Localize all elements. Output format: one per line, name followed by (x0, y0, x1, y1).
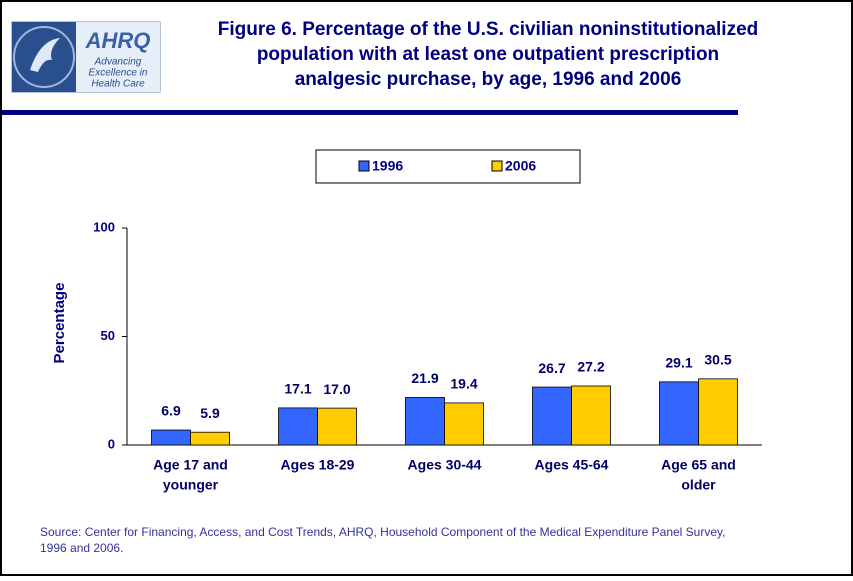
bar (190, 431, 230, 446)
source-note: Source: Center for Financing, Access, an… (40, 525, 725, 539)
logo-text-bg (76, 22, 160, 92)
x-tick-label: older (681, 477, 716, 493)
x-tick-label: Ages 18-29 (281, 457, 355, 473)
legend-swatch (358, 160, 370, 172)
logo-name: AHRQ (85, 28, 151, 53)
bar (405, 397, 445, 446)
bar (444, 402, 484, 446)
y-tick-label: 50 (101, 328, 115, 343)
value-label: 21.9 (411, 370, 438, 386)
x-tick-label: Ages 30-44 (408, 457, 482, 473)
value-label: 30.5 (704, 352, 731, 368)
bar (571, 385, 611, 446)
value-label: 6.9 (161, 403, 181, 419)
x-tick-label: younger (163, 477, 219, 493)
bar (317, 407, 357, 446)
x-tick-label: Ages 45-64 (535, 457, 609, 473)
bar (278, 407, 318, 446)
value-label: 19.4 (450, 376, 477, 392)
legend-label: 2006 (505, 158, 536, 174)
value-label: 29.1 (665, 355, 692, 371)
bar (532, 386, 572, 446)
chart-title: analgesic purchase, by age, 1996 and 200… (295, 69, 682, 90)
value-label: 5.9 (200, 405, 220, 421)
chart-title: Figure 6. Percentage of the U.S. civilia… (218, 19, 759, 40)
x-tick-label: Age 17 and (153, 457, 228, 473)
x-tick-label: Age 65 and (661, 457, 736, 473)
y-tick-label: 0 (108, 436, 115, 451)
y-tick-label: 100 (93, 219, 115, 234)
legend-label: 1996 (372, 158, 403, 174)
value-label: 27.2 (577, 359, 604, 375)
logo-tagline: Excellence in (89, 68, 148, 79)
logo: AHRQ Advancing Excellence in Health Care (11, 21, 161, 93)
logo-tagline: Advancing (94, 57, 142, 68)
logo-seal (13, 26, 75, 88)
bar (151, 429, 191, 446)
y-axis-label: Percentage (51, 283, 68, 364)
legend-box (315, 149, 581, 184)
title-rule (2, 110, 738, 115)
legend-swatch (491, 160, 503, 172)
value-label: 26.7 (538, 360, 565, 376)
bar (698, 378, 738, 446)
bar (659, 381, 699, 446)
chart-title: population with at least one outpatient … (257, 44, 719, 65)
source-note: 1996 and 2006. (40, 541, 123, 555)
value-label: 17.0 (323, 381, 350, 397)
logo-eagle (30, 38, 60, 72)
logo-tagline: Health Care (91, 79, 145, 90)
value-label: 17.1 (284, 381, 311, 397)
